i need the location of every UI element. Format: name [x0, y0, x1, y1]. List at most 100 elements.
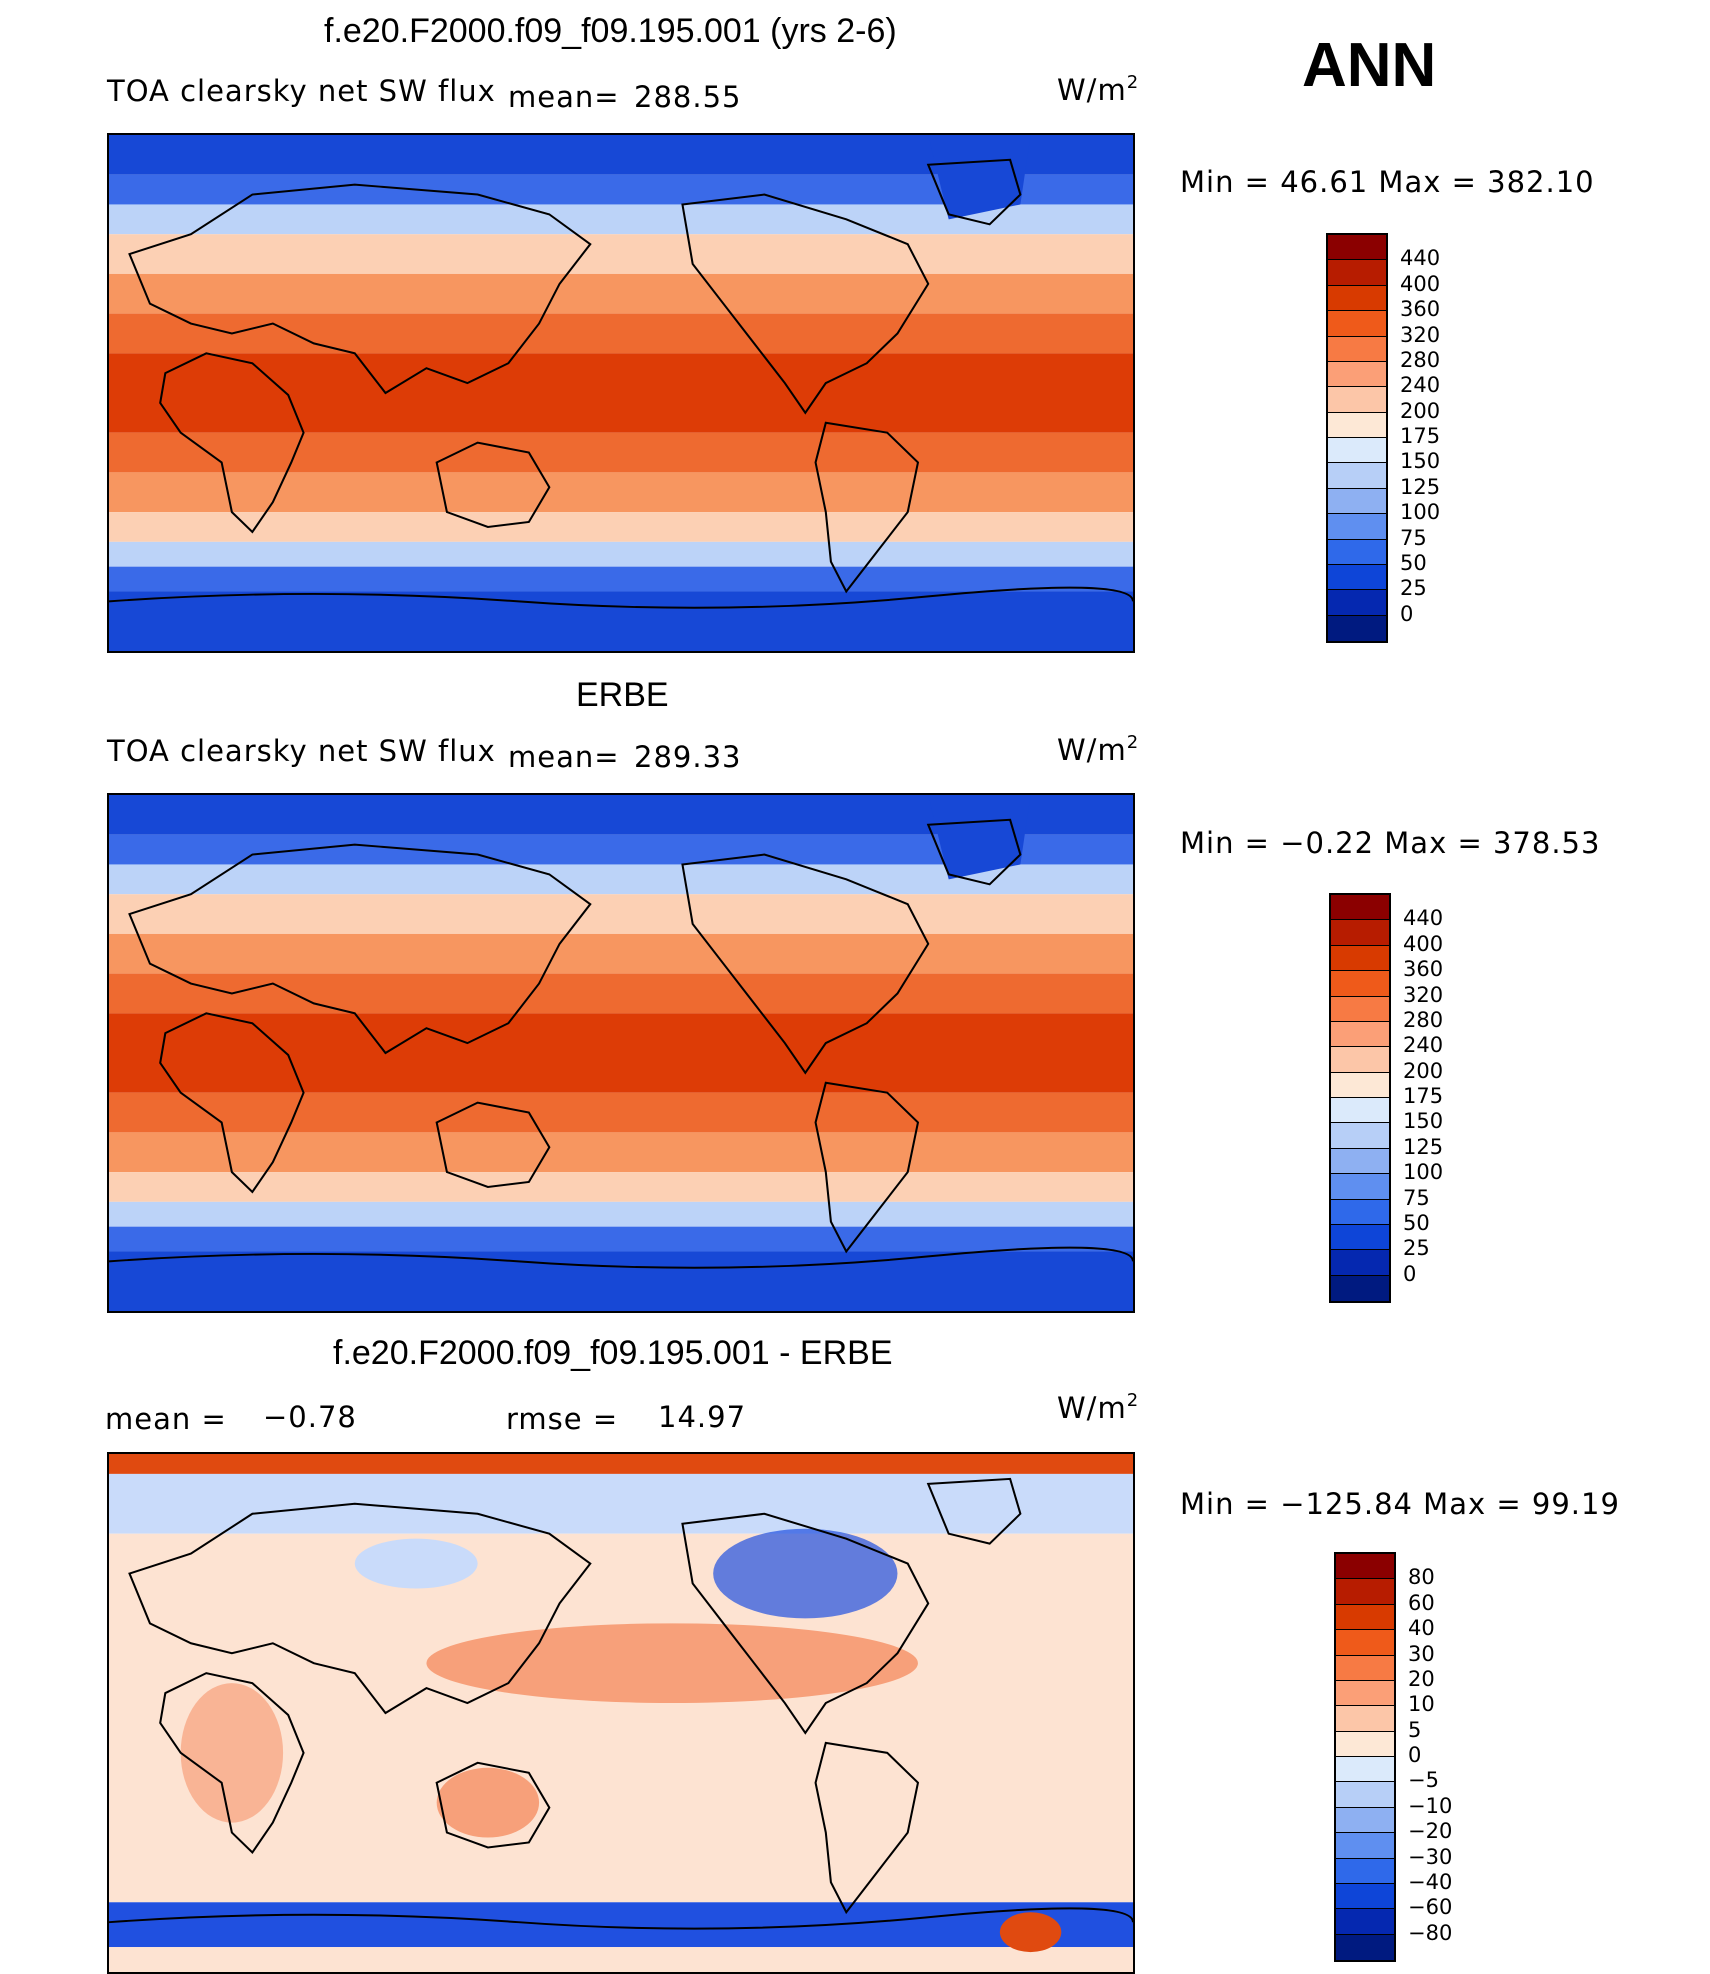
colorbar-tick-label: 125	[1400, 474, 1441, 499]
colorbar-tick-label: 80	[1408, 1565, 1435, 1590]
colorbar-swatch	[1328, 438, 1386, 464]
anomaly-patch	[180, 1683, 284, 1823]
colorbar-tick-label: 0	[1400, 601, 1414, 626]
colorbar-swatch	[1331, 920, 1389, 946]
coastline	[814, 1081, 920, 1254]
panel2-variable: TOA clearsky net SW flux	[107, 734, 496, 768]
colorbar-tick-label: 25	[1403, 1236, 1430, 1261]
panel1-mean-value: 288.55	[634, 80, 742, 114]
map-band	[109, 1226, 1133, 1252]
colorbar-tick-label: −20	[1408, 1819, 1453, 1844]
colorbar-swatch	[1336, 1807, 1394, 1834]
coastline	[159, 1672, 305, 1855]
coastline	[128, 1502, 592, 1715]
map-band	[109, 566, 1133, 592]
coastline	[814, 421, 920, 594]
coastline	[435, 1101, 551, 1188]
map-band	[109, 1201, 1133, 1227]
panel3-rmse-value: 14.97	[658, 1400, 747, 1434]
colorbar-swatch	[1328, 564, 1386, 591]
colorbar-swatch	[1331, 1250, 1389, 1276]
colorbar-swatch	[1331, 1098, 1389, 1124]
anomaly-patch	[426, 1623, 918, 1704]
map-band	[109, 591, 1133, 651]
coastline	[926, 1477, 1022, 1545]
colorbar-swatch	[1331, 1021, 1389, 1048]
colorbar-swatch	[1336, 1604, 1394, 1631]
colorbar-tick-label: 440	[1403, 906, 1444, 931]
colorbar-swatch	[1336, 1909, 1394, 1935]
colorbar-swatch	[1336, 1833, 1394, 1859]
ice-sheet	[928, 135, 1031, 220]
colorbar-swatch	[1336, 1554, 1394, 1580]
colorbar-tick-label: 175	[1400, 424, 1441, 448]
panel1-title: f.e20.F2000.f09_f09.195.001 (yrs 2-6)	[324, 12, 897, 50]
colorbar-tick-label: 75	[1400, 525, 1427, 550]
colorbar-tick-label: 200	[1403, 1058, 1444, 1083]
anomaly-patch	[713, 1528, 898, 1619]
map-band	[109, 894, 1133, 934]
map-band	[109, 353, 1133, 433]
colorbar-tick-label: 175	[1403, 1084, 1444, 1108]
colorbar-swatch	[1328, 615, 1386, 641]
coastline	[814, 1741, 920, 1915]
panel2-title: ERBE	[576, 676, 669, 714]
coastline	[926, 818, 1022, 886]
map-band	[109, 1533, 1133, 1903]
coastline	[159, 352, 305, 534]
coastline	[926, 158, 1022, 226]
colorbar-swatch	[1336, 1782, 1394, 1808]
colorbar-tick-label: 60	[1408, 1590, 1435, 1615]
ice-sheet	[928, 795, 1031, 880]
map-band	[109, 432, 1133, 473]
colorbar-swatch	[1331, 1275, 1389, 1301]
colorbar-tick-label: 280	[1400, 347, 1441, 372]
panel3-units: W/m2	[1057, 1390, 1140, 1425]
map-band	[109, 933, 1133, 974]
coastline	[681, 1512, 930, 1735]
map-band	[109, 234, 1133, 274]
anomaly-patch	[354, 1538, 478, 1589]
colorbar-swatch	[1331, 1047, 1389, 1073]
panel1-map	[107, 133, 1135, 653]
colorbar-swatch	[1328, 387, 1386, 413]
coastline	[681, 193, 930, 415]
map-band	[109, 1132, 1133, 1173]
map-band	[109, 1473, 1133, 1534]
map-band	[109, 313, 1133, 354]
colorbar-tick-label: 20	[1408, 1666, 1435, 1691]
colorbar-tick-label: 0	[1408, 1743, 1422, 1767]
coastline	[128, 183, 592, 395]
colorbar-tick-label: 360	[1403, 957, 1444, 982]
colorbar-swatch	[1328, 412, 1386, 438]
colorbar-tick-label: 50	[1400, 550, 1427, 575]
panel2-units: W/m2	[1057, 732, 1140, 767]
colorbar-tick-label: −80	[1408, 1920, 1453, 1945]
colorbar-tick-label: 200	[1400, 398, 1441, 423]
panel3-mean-value: −0.78	[263, 1400, 357, 1434]
colorbar-tick-label: 150	[1403, 1109, 1444, 1134]
colorbar-swatch	[1328, 235, 1386, 261]
panel2-colorbar	[1329, 893, 1391, 1303]
colorbar-swatch	[1336, 1883, 1394, 1910]
colorbar-tick-label: 125	[1403, 1134, 1444, 1159]
colorbar-swatch	[1328, 260, 1386, 286]
coastline	[159, 1012, 305, 1194]
map-band	[109, 1172, 1133, 1202]
colorbar-tick-label: 100	[1400, 500, 1441, 525]
anomaly-patch	[436, 1767, 540, 1838]
coastline	[435, 441, 551, 528]
map-band	[109, 973, 1133, 1014]
colorbar-tick-label: 50	[1403, 1210, 1430, 1235]
colorbar-swatch	[1331, 1123, 1389, 1149]
colorbar-swatch	[1336, 1934, 1394, 1960]
colorbar-swatch	[1331, 1224, 1389, 1251]
colorbar-tick-label: 280	[1403, 1007, 1444, 1032]
colorbar-swatch	[1336, 1706, 1394, 1732]
colorbar-tick-label: 320	[1403, 982, 1444, 1007]
colorbar-tick-label: 75	[1403, 1185, 1430, 1210]
colorbar-tick-label: −5	[1408, 1768, 1439, 1793]
panel3-mean-label: mean =	[105, 1402, 227, 1436]
map-band	[109, 1013, 1133, 1093]
colorbar-swatch	[1336, 1630, 1394, 1656]
